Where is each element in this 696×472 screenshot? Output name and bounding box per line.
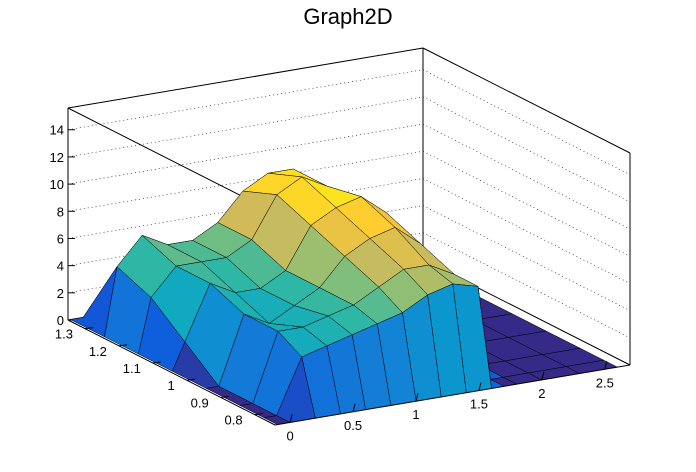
y-tick-label: 1.1 — [123, 361, 141, 376]
chart-title: Graph2D — [303, 4, 392, 29]
z-tick-label: 6 — [57, 231, 64, 246]
y-tick-label: 0.8 — [225, 413, 243, 428]
y-tick — [152, 361, 161, 364]
x-tick — [289, 414, 293, 423]
y-tick — [118, 344, 127, 347]
z-tick-label: 4 — [57, 259, 64, 274]
y-tick — [254, 413, 263, 416]
y-tick-label: 1 — [168, 378, 175, 393]
x-tick-label: 1 — [412, 407, 419, 422]
x-tick — [352, 403, 356, 412]
z-tick-label: 8 — [57, 204, 64, 219]
z-tick-label: 12 — [50, 150, 64, 165]
grid-line — [67, 178, 631, 284]
x-tick-label: 2 — [538, 386, 545, 401]
y-axis — [67, 319, 276, 426]
box-edge — [67, 47, 424, 109]
x-tick-label: 1.5 — [470, 397, 488, 412]
y-tick-label: 1.3 — [55, 327, 73, 342]
x-tick-label: 0.5 — [344, 418, 362, 433]
grid-line — [67, 123, 631, 230]
grid-line — [67, 69, 631, 175]
y-tick — [84, 327, 94, 330]
x-tick-label: 0 — [286, 428, 293, 443]
z-tick-label: 14 — [50, 123, 64, 138]
z-tick-label: 10 — [50, 177, 64, 192]
z-tick-label: 2 — [57, 286, 64, 301]
y-tick-label: 1.2 — [89, 344, 107, 359]
y-tick-label: 0.9 — [191, 395, 209, 410]
x-tick — [415, 393, 419, 402]
z-tick-label: 0 — [57, 313, 64, 328]
x-axis — [274, 364, 631, 426]
box-edge — [422, 47, 631, 154]
y-tick — [186, 378, 195, 381]
x-tick — [541, 371, 545, 381]
grid-line — [67, 150, 631, 257]
x-tick — [478, 382, 482, 391]
grid-line — [67, 96, 631, 203]
x-tick-label: 2.5 — [596, 375, 614, 390]
y-tick — [220, 395, 229, 398]
x-tick — [604, 361, 608, 370]
